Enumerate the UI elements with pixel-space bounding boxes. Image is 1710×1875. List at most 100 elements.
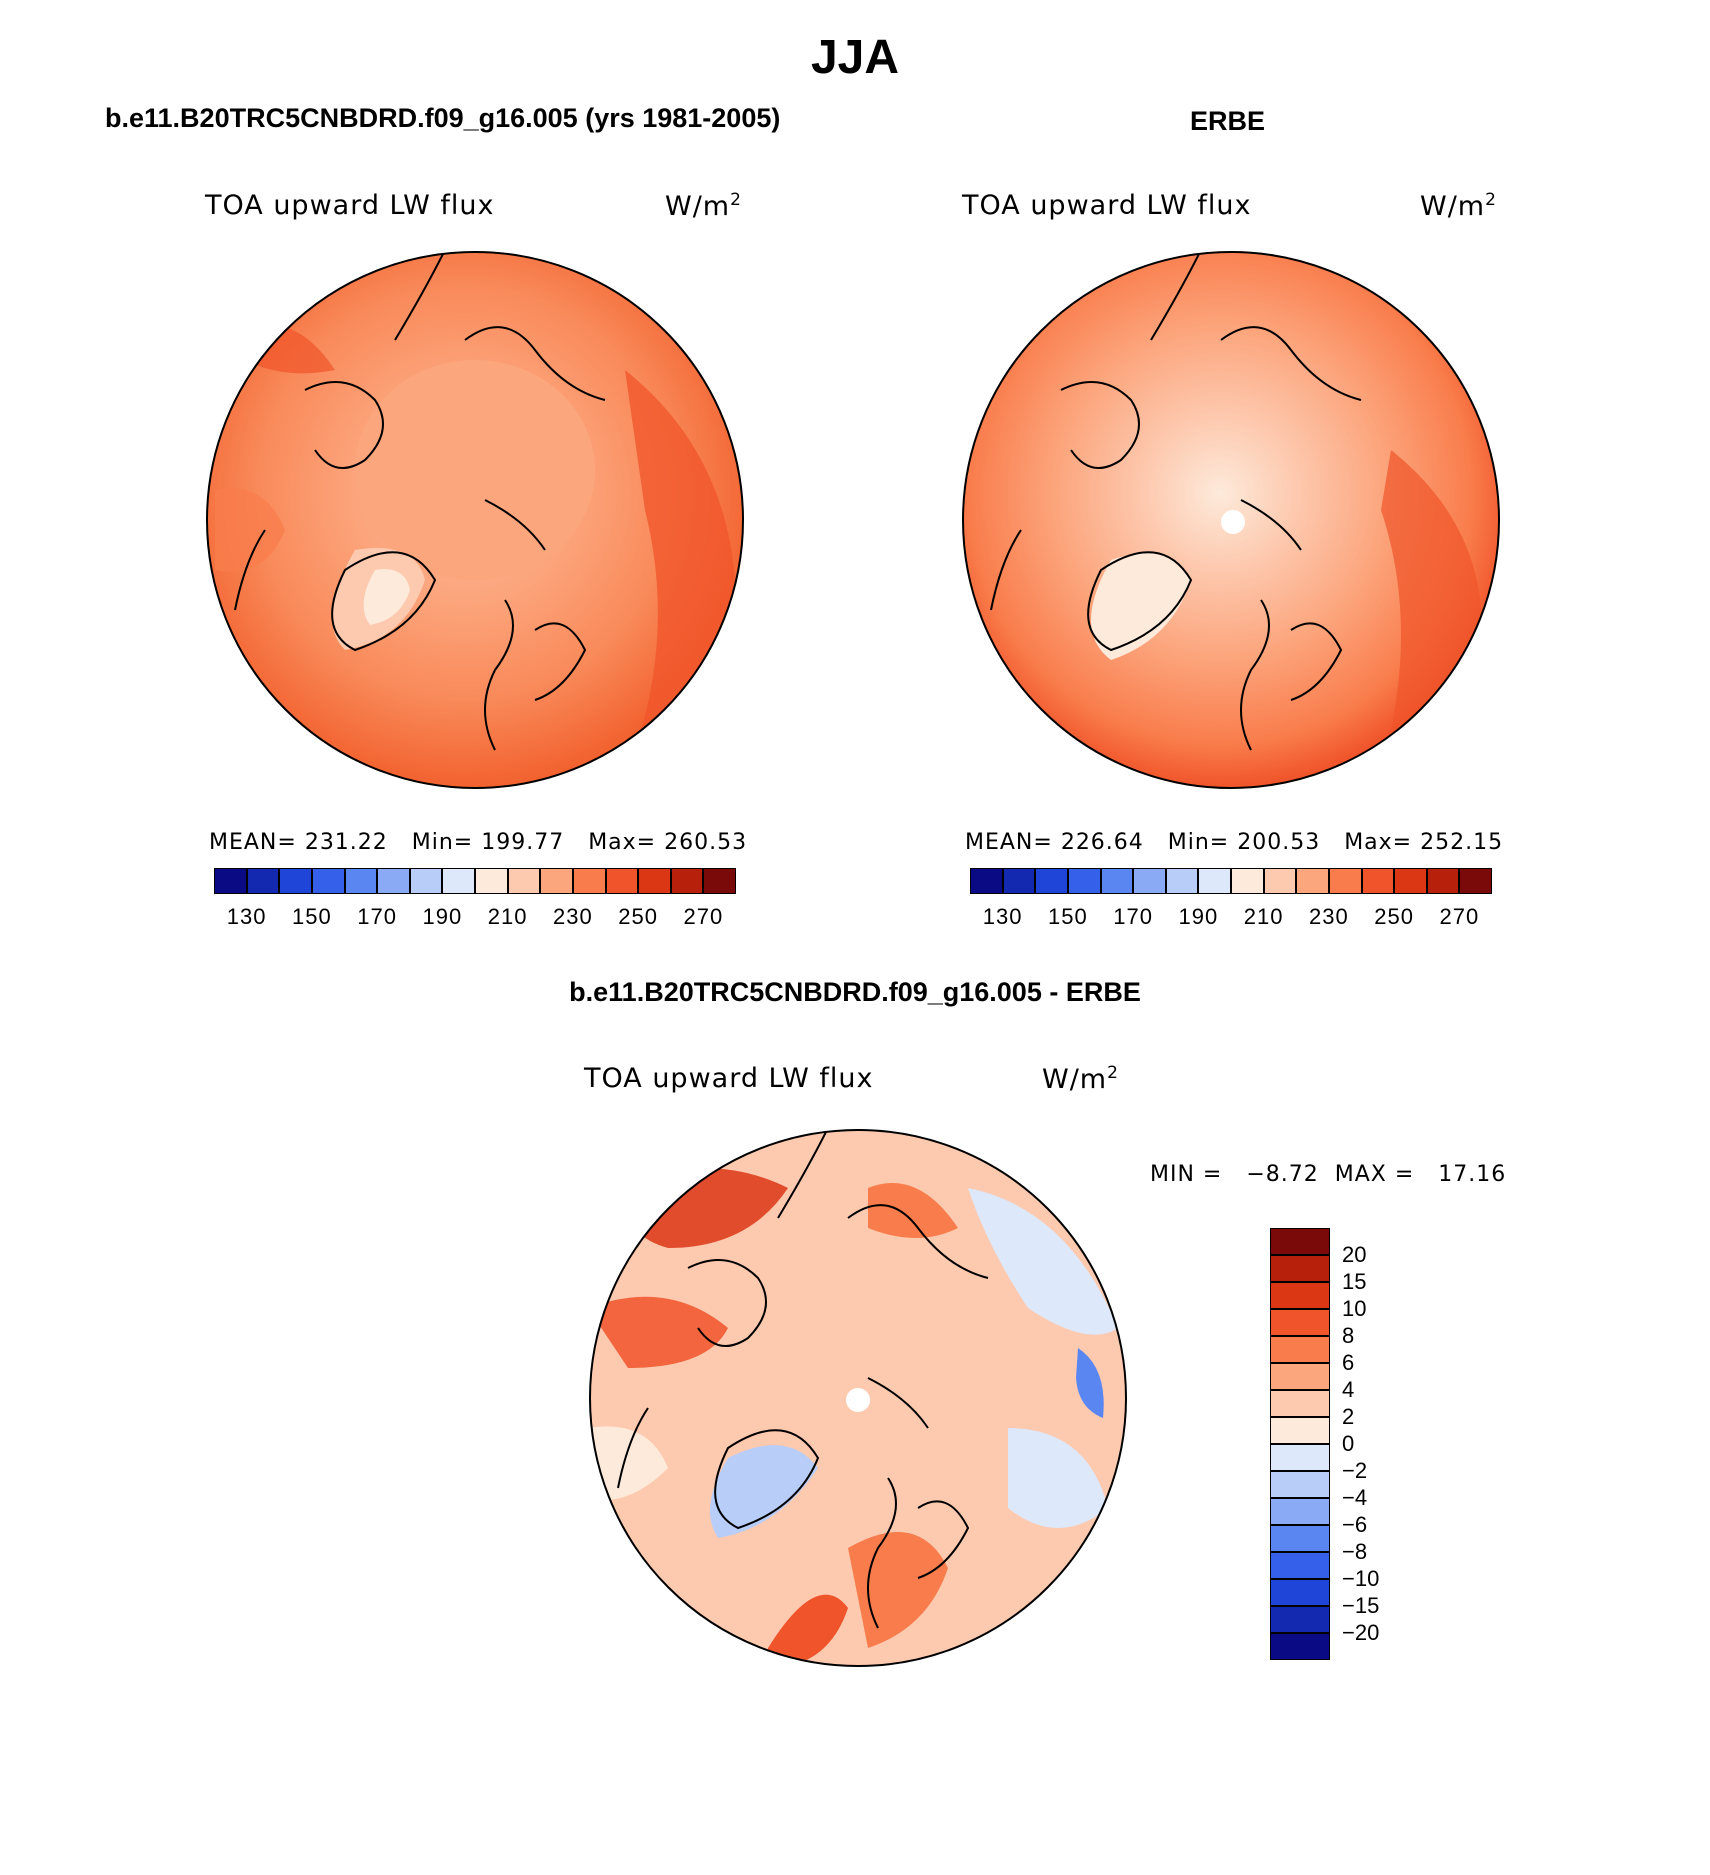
colorbar-tick-label: 8	[1342, 1323, 1355, 1348]
colorbar-swatch	[1270, 1228, 1330, 1255]
colorbar-swatch	[638, 868, 671, 894]
colorbar-tick-label: 230	[1309, 904, 1349, 929]
colorbar-tick-label: 210	[487, 904, 528, 929]
colorbar-tick-label: −15	[1342, 1593, 1380, 1618]
colorbar-swatch	[442, 868, 475, 894]
colorbar-swatch	[1270, 1255, 1330, 1282]
colorbar-swatch	[1270, 1552, 1330, 1579]
colorbar-swatch	[572, 868, 606, 894]
colorbar-swatch	[1270, 1606, 1330, 1633]
diff-colorbar	[1270, 1228, 1330, 1660]
model-panel-title: b.e11.B20TRC5CNBDRD.f09_g16.005 (yrs 198…	[105, 103, 781, 133]
colorbar-swatch	[1270, 1444, 1330, 1471]
obs-variable-label: TOA upward LW flux	[962, 190, 1252, 221]
colorbar-tick-label: −20	[1342, 1620, 1380, 1645]
colorbar-swatch	[1328, 868, 1362, 894]
obs-stats: MEAN= 226.64 Min= 200.53 Max= 252.15	[965, 830, 1504, 855]
diff-polar-map	[589, 1129, 1127, 1667]
colorbar-tick-label: 0	[1342, 1431, 1355, 1456]
colorbar-swatch	[311, 868, 345, 894]
colorbar-tick-label: 6	[1342, 1350, 1355, 1375]
obs-polar-map	[962, 251, 1500, 789]
colorbar-swatch	[1270, 1471, 1330, 1498]
colorbar-swatch	[1165, 868, 1199, 894]
colorbar-tick-label: 210	[1243, 904, 1284, 929]
colorbar-swatch	[409, 868, 443, 894]
colorbar-swatch	[1296, 868, 1329, 894]
colorbar-swatch	[1100, 868, 1134, 894]
colorbar-tick-label: 270	[683, 904, 724, 929]
colorbar-tick-label: 150	[1048, 904, 1088, 929]
colorbar-tick-label: −8	[1342, 1539, 1368, 1564]
diff-variable-label: TOA upward LW flux	[584, 1063, 874, 1094]
colorbar-swatch	[1270, 1390, 1330, 1417]
colorbar-swatch	[1035, 868, 1068, 894]
colorbar-tick-label: 10	[1342, 1296, 1367, 1321]
diff-units-label: W/m2	[1042, 1063, 1119, 1095]
colorbar-swatch	[1002, 868, 1036, 894]
colorbar-tick-label: −4	[1342, 1485, 1368, 1510]
colorbar-swatch	[703, 868, 736, 894]
colorbar-tick-label: 130	[982, 904, 1023, 929]
colorbar-swatch	[1270, 1525, 1330, 1552]
colorbar-swatch	[1270, 1336, 1330, 1363]
colorbar-tick-label: 250	[618, 904, 658, 929]
colorbar-swatch	[1270, 1309, 1330, 1336]
colorbar-tick-label: 170	[1113, 904, 1153, 929]
colorbar-swatch	[540, 868, 573, 894]
colorbar-tick-label: 230	[553, 904, 593, 929]
colorbar-swatch	[279, 868, 312, 894]
colorbar-swatch	[1270, 1633, 1330, 1660]
colorbar-tick-label: −10	[1342, 1566, 1380, 1591]
colorbar-swatch	[507, 868, 541, 894]
colorbar-tick-label: 15	[1342, 1269, 1367, 1294]
colorbar-tick-label: 190	[1178, 904, 1219, 929]
colorbar-swatch	[1263, 868, 1297, 894]
colorbar-swatch	[1459, 868, 1492, 894]
colorbar-swatch	[605, 868, 639, 894]
colorbar-swatch	[214, 868, 247, 894]
diff-panel-title: b.e11.B20TRC5CNBDRD.f09_g16.005 - ERBE	[569, 977, 1141, 1007]
colorbar-swatch	[1270, 1282, 1330, 1309]
model-stats: MEAN= 231.22 Min= 199.77 Max= 260.53	[209, 830, 748, 855]
colorbar-tick-label: −6	[1342, 1512, 1368, 1537]
colorbar-swatch	[970, 868, 1003, 894]
colorbar-swatch	[1426, 868, 1460, 894]
colorbar-swatch	[670, 868, 704, 894]
colorbar-swatch	[1198, 868, 1231, 894]
colorbar-swatch	[475, 868, 508, 894]
colorbar-tick-label: 250	[1374, 904, 1414, 929]
obs-units-label: W/m2	[1420, 190, 1497, 222]
figure-title: JJA	[810, 31, 900, 84]
colorbar-tick-label: 150	[292, 904, 332, 929]
model-colorbar	[214, 868, 736, 894]
obs-colorbar	[970, 868, 1492, 894]
colorbar-swatch	[1133, 868, 1166, 894]
colorbar-swatch	[1361, 868, 1395, 894]
colorbar-swatch	[1270, 1579, 1330, 1606]
obs-colorbar-labels: 130 150 170 190 210 230 250 270	[970, 904, 1492, 930]
colorbar-tick-label: 130	[226, 904, 267, 929]
colorbar-swatch	[1231, 868, 1264, 894]
colorbar-tick-label: 270	[1439, 904, 1480, 929]
colorbar-swatch	[1270, 1417, 1330, 1444]
colorbar-tick-label: −2	[1342, 1458, 1368, 1483]
colorbar-swatch	[1270, 1498, 1330, 1525]
colorbar-tick-label: 170	[357, 904, 397, 929]
diff-stats: MIN = −8.72 MAX = 17.16	[1150, 1162, 1507, 1187]
model-colorbar-labels: 130 150 170 190 210 230 250 270	[214, 904, 736, 930]
model-units-label: W/m2	[665, 190, 742, 222]
colorbar-tick-label: 190	[422, 904, 463, 929]
colorbar-swatch	[1394, 868, 1427, 894]
colorbar-tick-label: 20	[1342, 1242, 1367, 1267]
colorbar-swatch	[344, 868, 378, 894]
diff-colorbar-labels: 20 15 10 8 6 4 2 0 −2 −4 −6 −8 −10 −15 −20	[1342, 1228, 1422, 1660]
colorbar-swatch	[1270, 1363, 1330, 1390]
colorbar-swatch	[1067, 868, 1101, 894]
obs-panel-title: ERBE	[1190, 106, 1266, 136]
colorbar-tick-label: 2	[1342, 1404, 1355, 1429]
colorbar-tick-label: 4	[1342, 1377, 1355, 1402]
colorbar-swatch	[246, 868, 280, 894]
colorbar-swatch	[377, 868, 410, 894]
model-variable-label: TOA upward LW flux	[205, 190, 495, 221]
